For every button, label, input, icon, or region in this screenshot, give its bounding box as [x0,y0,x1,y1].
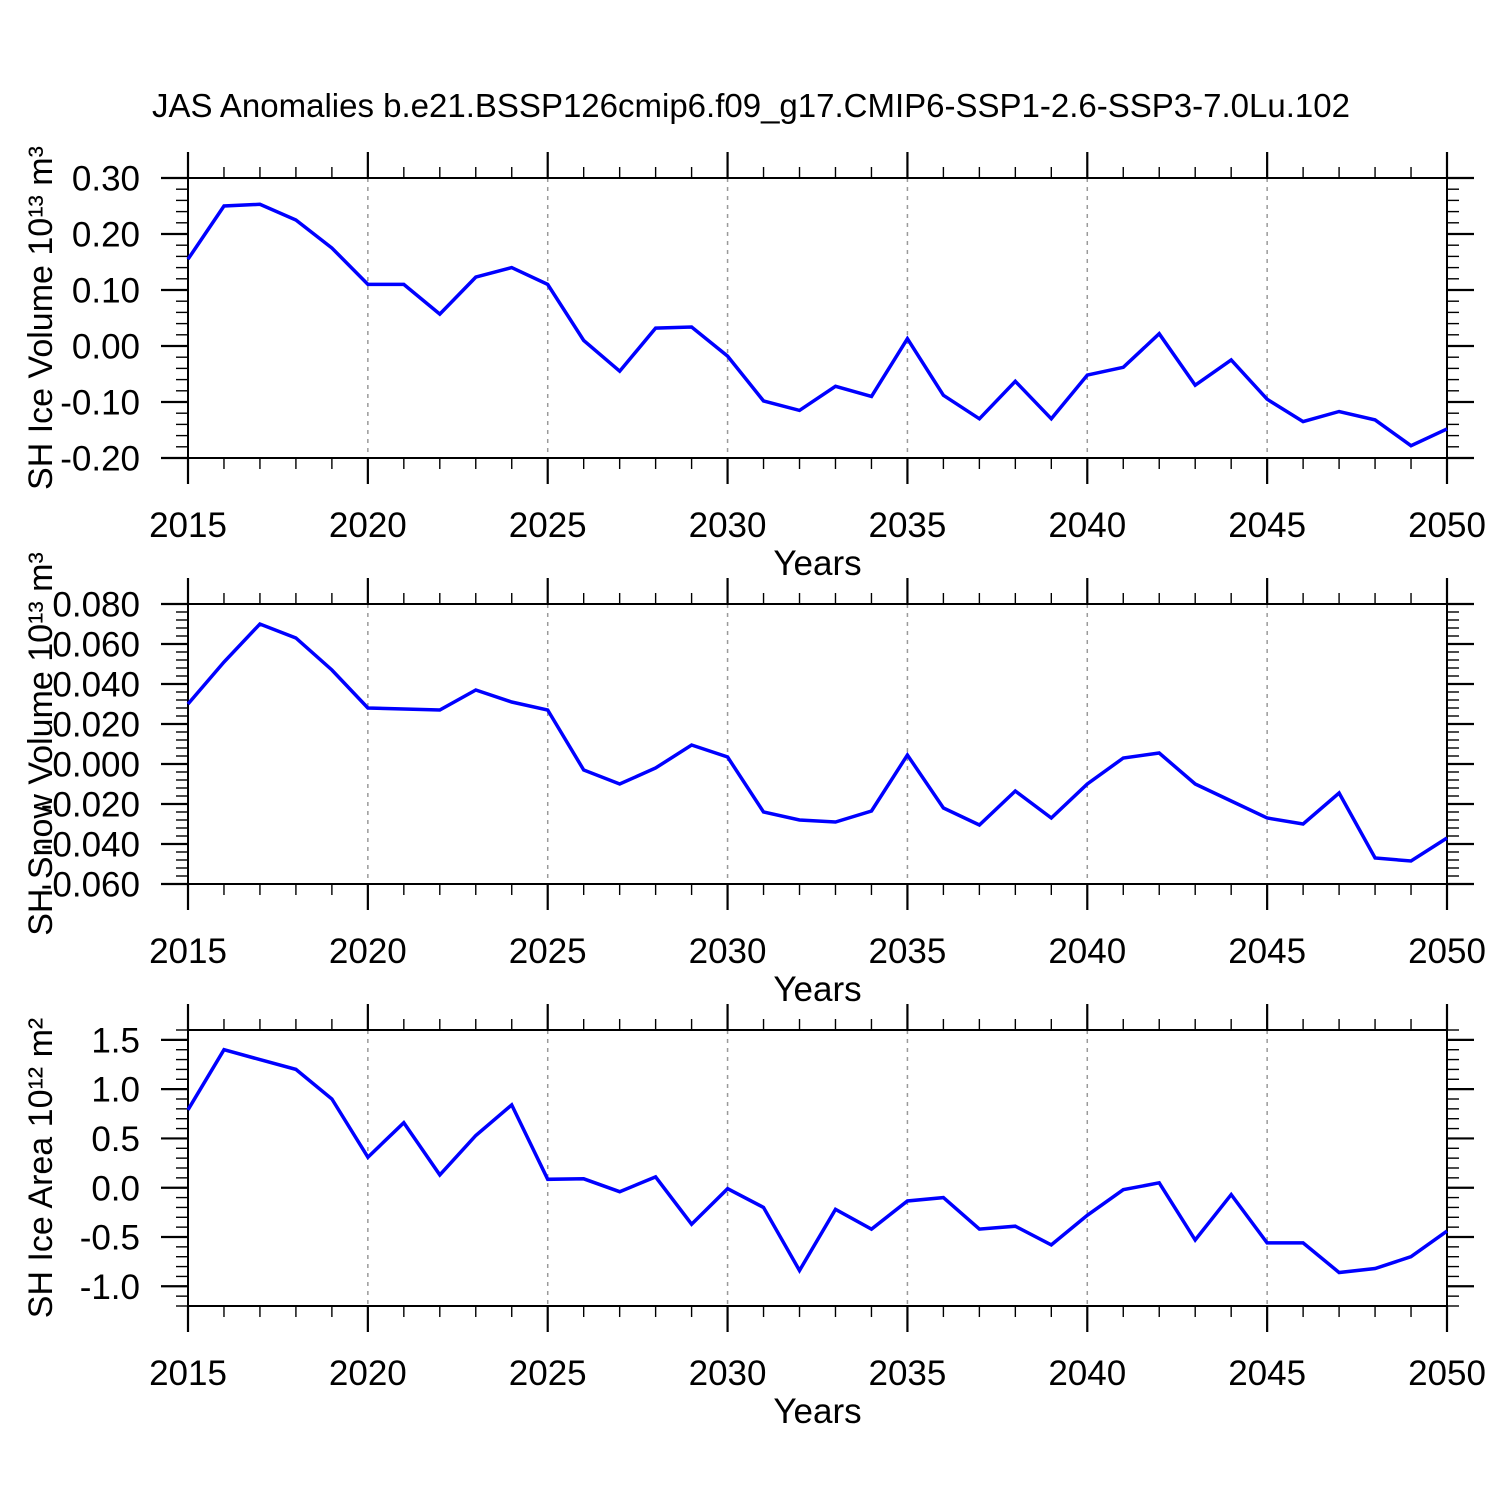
x-tick-label: 2040 [1048,1354,1126,1393]
x-tick-label: 2025 [509,1354,587,1393]
x-tick-label: 2050 [1408,1354,1486,1393]
series-line-sh-snow-volume [186,621,1448,863]
panel-sh-ice-volume: 2015 2020 2025 2030 2035 2040 2045 2050 0.30 0.20… [22,146,1486,583]
y-tick-label: -0.10 [60,384,140,423]
y-tick-label: 0.30 [72,160,140,199]
y-tick-label: 0.5 [91,1120,140,1159]
y-tick-label: 0.0 [91,1169,140,1208]
x-tick-label: 2045 [1228,506,1306,545]
y-axis-title: SH Ice Volume 10¹³ m³ [22,146,60,490]
x-tick-label: 2040 [1048,506,1126,545]
plot-frame [187,177,1448,459]
y-tick-label: 0.080 [52,586,140,625]
y-tick-label: 0.060 [52,626,140,665]
y-tick-label: 0.000 [52,746,140,785]
y-tick-label: -0.020 [41,786,140,825]
y-tick-label: 1.0 [91,1071,140,1110]
y-tick-label: -0.5 [80,1219,140,1258]
x-tick-label: 2030 [689,932,767,971]
y-tick-label: 0.00 [72,328,140,367]
x-tick-label: 2020 [329,1354,407,1393]
x-tick-label: 2020 [329,506,407,545]
panel-sh-snow-volume: 2015 2020 2025 2030 2035 2040 2045 20500.0800.0… [22,552,1486,1009]
figure-title: JAS Anomalies b.e21.BSSP126cmip6.f09_g17… [152,87,1350,124]
y-tick-label: -0.040 [41,826,140,865]
series-line-sh-ice-area [186,1047,1449,1275]
plot-frame [187,603,1448,885]
x-tick-label: 2015 [149,932,227,971]
x-tick-label: 2050 [1408,506,1486,545]
x-tick-label: 2015 [149,1354,227,1393]
x-tick-label: 2025 [509,506,587,545]
y-axis-title: SH Ice Area 10¹² m² [22,1018,60,1318]
x-tick-label: 2025 [509,932,587,971]
x-tick-label: 2050 [1408,932,1486,971]
x-tick-label: 2030 [689,1354,767,1393]
x-tick-label: 2020 [329,932,407,971]
y-tick-label: -0.20 [60,440,140,479]
x-axis-title: Years [773,1392,861,1431]
x-tick-label: 2045 [1228,1354,1306,1393]
x-tick-label: 2035 [868,932,946,971]
x-tick-label: 2035 [868,1354,946,1393]
panel-sh-ice-area: 2015 2020 2025 2030 2035 2040 2045 2050 1.5 1.0 0.… [22,1004,1486,1431]
y-tick-label: 1.5 [91,1021,140,1060]
y-tick-label: -1.0 [80,1268,140,1307]
x-axis-title: Years [773,970,861,1009]
x-axis-title: Years [773,544,861,583]
panels-group: 2015 2020 2025 2030 2035 2040 2045 2050 0.30 0.20… [22,146,1486,1431]
y-axis-title: SH Snow Volume 10¹³ m³ [22,552,60,936]
y-tick-label: 0.020 [52,706,140,745]
series-line-sh-ice-volume [186,202,1448,448]
x-tick-label: 2040 [1048,932,1126,971]
x-tick-label: 2045 [1228,932,1306,971]
x-tick-label: 2015 [149,506,227,545]
y-tick-label: 0.040 [52,666,140,705]
y-tick-label: -0.060 [41,866,140,905]
x-tick-label: 2030 [689,506,767,545]
y-tick-label: 0.20 [72,216,140,255]
plot-frame [187,1029,1448,1307]
x-tick-label: 2035 [868,506,946,545]
y-tick-label: 0.10 [72,272,140,311]
